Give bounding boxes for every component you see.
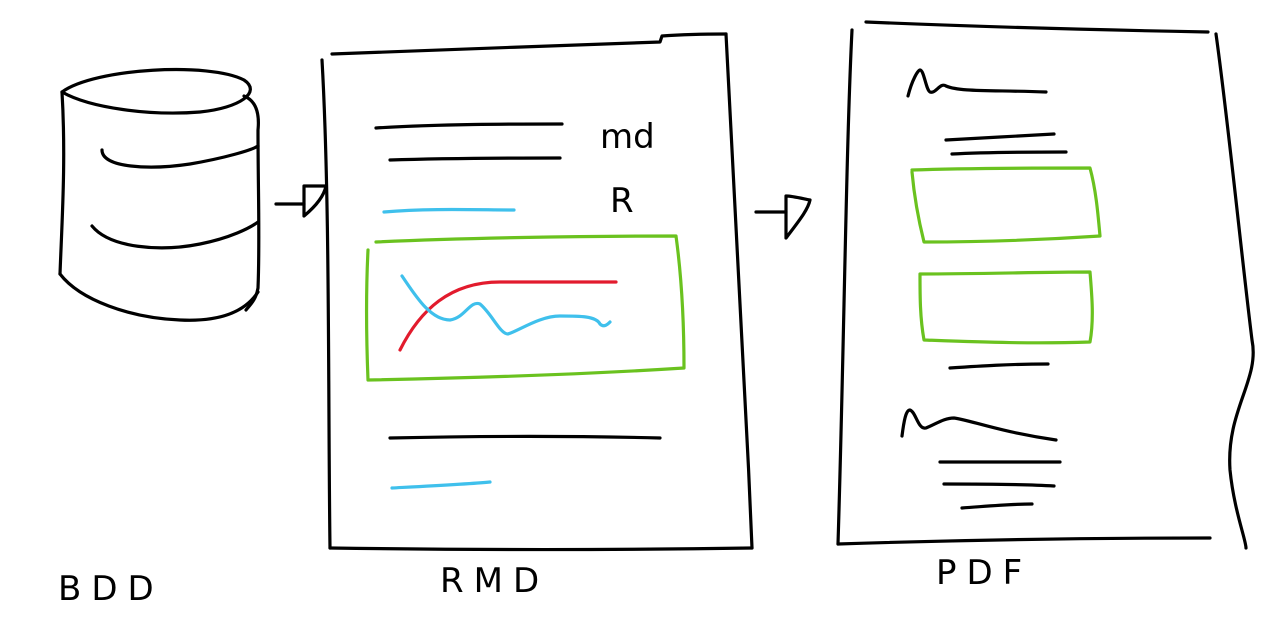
heading-squiggle-1: [906, 68, 1048, 98]
md-line-1: [374, 122, 564, 130]
arrow-db-to-rmd: [274, 184, 328, 218]
rmd-document: md R: [320, 32, 754, 552]
figure-box-2: [918, 270, 1094, 345]
md-line-2: [388, 156, 562, 162]
md-label: md: [600, 117, 655, 157]
red-curve: [398, 280, 618, 352]
r-code-line-2: [390, 480, 492, 490]
pdf-caption: PDF: [936, 553, 1032, 593]
blue-curve: [400, 274, 612, 336]
text-line-5: [942, 482, 1056, 488]
text-line-3: [948, 362, 1050, 370]
text-line-6: [960, 502, 1034, 510]
database-icon: [58, 68, 261, 322]
md-line-3: [388, 434, 662, 440]
r-code-line: [382, 207, 516, 214]
figure-chunk-box: [364, 234, 686, 382]
figure-box-1: [910, 166, 1102, 244]
bdd-caption: BDD: [58, 569, 164, 609]
pdf-document: [836, 20, 1255, 550]
arrow-rmd-to-pdf: [754, 194, 812, 240]
rmd-caption: RMD: [440, 561, 549, 601]
heading-squiggle-2: [900, 408, 1058, 442]
text-line-1: [944, 132, 1056, 142]
text-line-2: [950, 150, 1068, 156]
r-label: R: [610, 181, 634, 221]
